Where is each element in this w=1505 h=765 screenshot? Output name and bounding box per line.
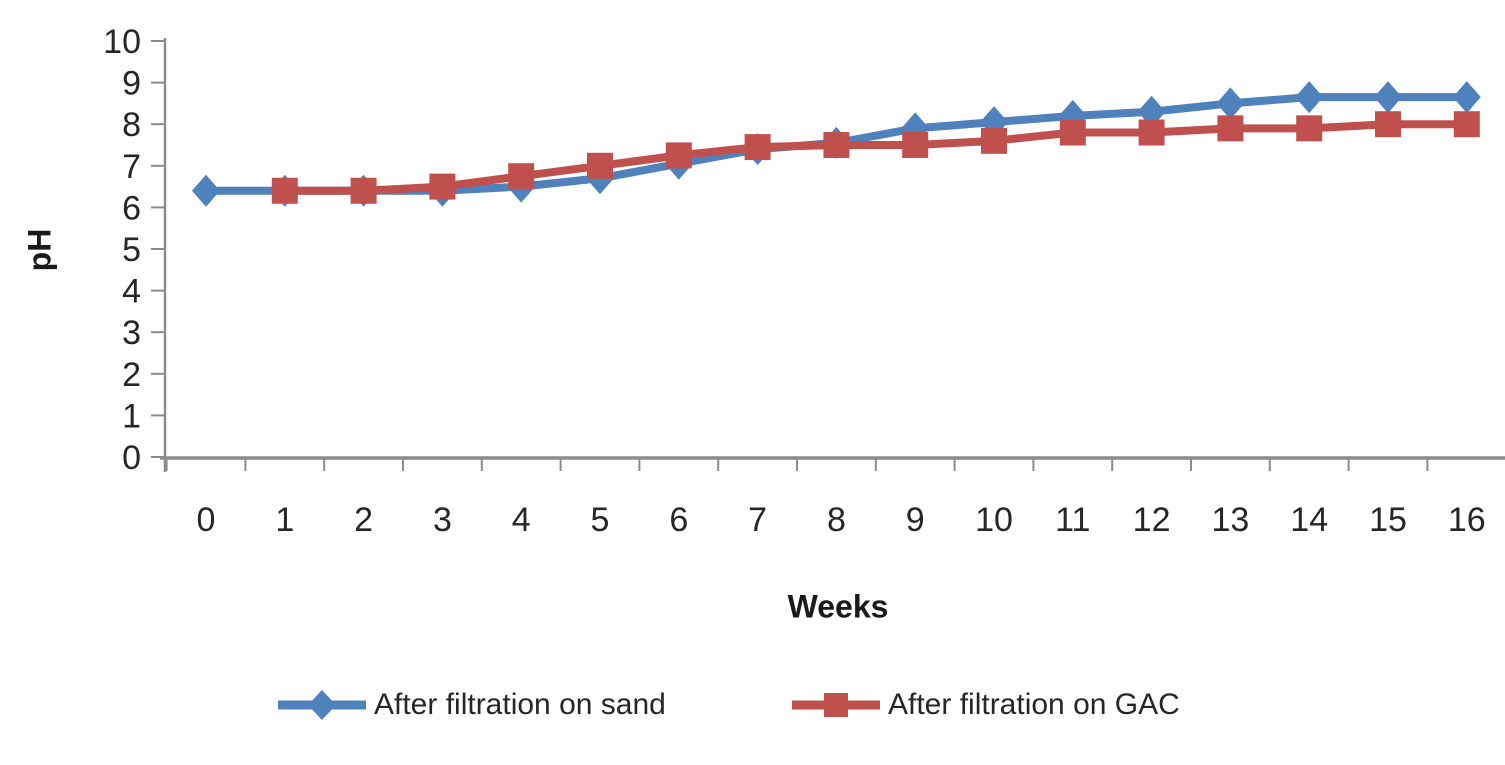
y-tick-label: 5 [122, 231, 141, 269]
y-tick-label: 2 [122, 356, 141, 394]
x-tick-label: 10 [975, 501, 1013, 539]
legend-item-gac: After filtration on GAC [790, 688, 1180, 722]
x-tick-label: 12 [1133, 501, 1171, 539]
x-tick-label: 4 [512, 501, 531, 539]
data-point-square [587, 152, 613, 179]
data-point-diamond [1452, 81, 1481, 114]
y-tick-label: 7 [122, 148, 141, 186]
x-tick-label: 5 [591, 501, 610, 539]
legend-item-sand: After filtration on sand [276, 688, 666, 722]
data-point-diamond [192, 174, 220, 207]
y-tick-label: 10 [103, 23, 141, 61]
y-tick-label: 0 [122, 439, 141, 477]
data-point-square [981, 127, 1007, 154]
x-axis-title: Weeks [787, 588, 889, 625]
data-point-square [1296, 115, 1323, 142]
data-point-square [902, 132, 929, 158]
x-tick-label: 3 [433, 501, 452, 539]
data-point-square [665, 142, 692, 169]
line-diamond-marker-icon [278, 690, 366, 720]
series-square [271, 111, 1480, 204]
data-point-square [271, 177, 298, 204]
x-tick-label: 1 [275, 501, 294, 539]
line-square-marker-icon [792, 693, 880, 717]
y-tick-label: 4 [122, 273, 141, 311]
x-tick-label: 11 [1055, 501, 1090, 539]
data-point-square [1138, 119, 1165, 146]
data-point-square [1217, 115, 1244, 142]
x-tick-label: 8 [827, 501, 846, 539]
y-tick-label: 1 [122, 397, 141, 435]
legend-label-gac: After filtration on GAC [888, 688, 1180, 721]
data-point-square [744, 134, 771, 161]
x-tick-label: 7 [748, 501, 767, 539]
y-tick-label: 3 [122, 314, 141, 352]
data-point-square [429, 173, 456, 200]
x-tick-label: 6 [669, 501, 688, 539]
y-tick-label: 8 [122, 106, 141, 144]
data-point-square [1375, 111, 1401, 138]
y-tick-label: 6 [122, 189, 141, 227]
data-point-square [1059, 119, 1086, 146]
data-point-square [350, 177, 377, 204]
x-tick-label: 16 [1448, 501, 1486, 539]
data-point-diamond [1216, 87, 1245, 120]
x-tick-label: 15 [1369, 501, 1407, 539]
data-point-diamond [1295, 81, 1324, 114]
y-axis-title: pH [21, 228, 58, 272]
x-tick-label: 13 [1211, 501, 1249, 539]
data-point-square [1453, 111, 1480, 138]
x-tick-label: 0 [197, 501, 216, 539]
series-line-1 [280, 120, 1471, 195]
x-tick-label: 14 [1290, 501, 1328, 539]
data-point-diamond [1058, 99, 1087, 132]
y-tick-label: 9 [122, 65, 141, 103]
x-tick-label: 2 [354, 501, 373, 539]
data-point-diamond [1374, 81, 1402, 114]
data-point-square [823, 132, 850, 158]
x-tick-label: 9 [906, 501, 925, 539]
legend-label-sand: After filtration on sand [374, 688, 666, 721]
data-point-square [508, 163, 535, 190]
